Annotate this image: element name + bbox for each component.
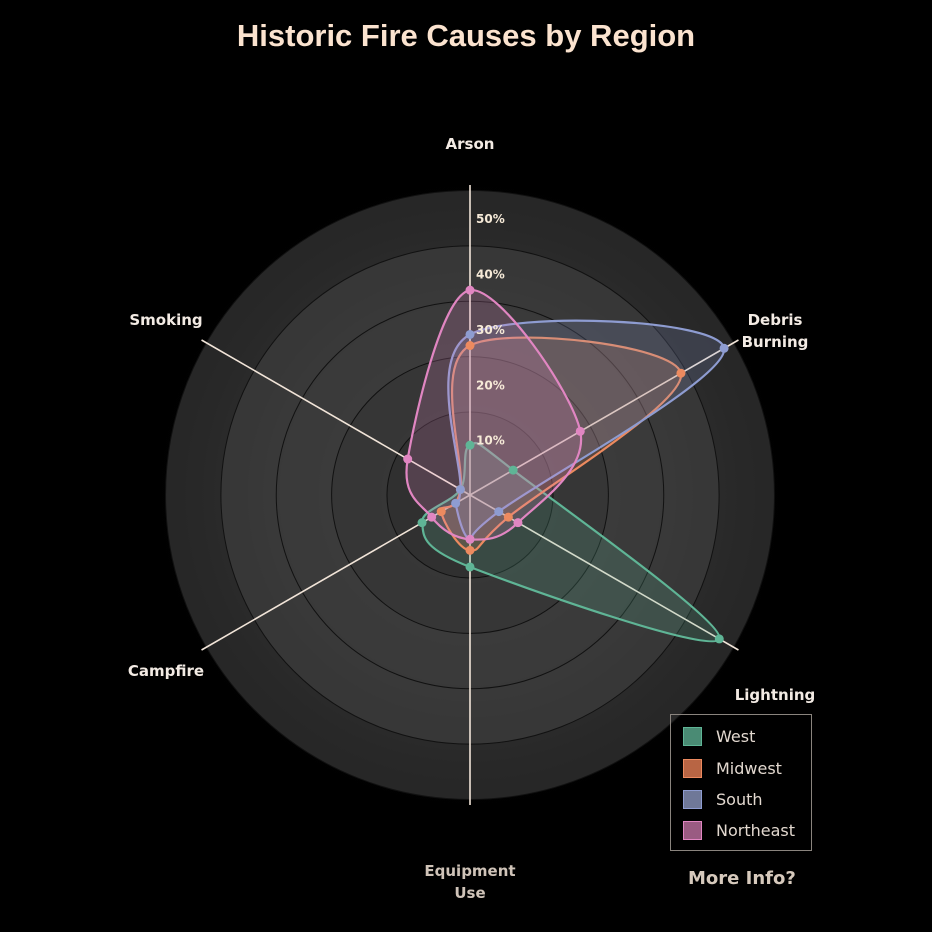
radial-tick-label: 20% (476, 378, 505, 392)
axis-label-smoking: Smoking (129, 311, 202, 329)
legend-item-south[interactable]: South (683, 788, 763, 810)
point-northeast-debris-burning[interactable] (575, 426, 585, 436)
radial-tick-label: 40% (476, 268, 505, 282)
point-west-campfire[interactable] (417, 518, 427, 528)
axis-line-smoking (201, 339, 471, 496)
chart-title: Historic Fire Causes by Region (236, 18, 696, 53)
legend-swatch-west (683, 726, 702, 746)
point-south-arson[interactable] (465, 329, 475, 339)
point-midwest-lightning[interactable] (503, 512, 513, 522)
legend-swatch-midwest (683, 758, 702, 778)
point-south-campfire[interactable] (451, 498, 461, 508)
radial-tick-label: 50% (476, 212, 505, 226)
point-midwest-arson[interactable] (465, 341, 475, 351)
legend-item-west[interactable]: West (683, 725, 755, 747)
legend-label-south: South (716, 789, 763, 809)
axis-label-debris-burning: Debris Burning (742, 311, 809, 351)
legend-item-midwest[interactable]: Midwest (683, 757, 782, 779)
point-west-lightning[interactable] (714, 634, 724, 644)
axis-label-campfire: Campfire (128, 662, 204, 680)
axis-label-lightning: Lightning (735, 686, 816, 704)
point-south-lightning[interactable] (494, 507, 504, 517)
legend-label-northeast: Northeast (716, 820, 796, 840)
radial-tick-label: 10% (476, 434, 505, 448)
point-midwest-equipment-use[interactable] (465, 545, 475, 555)
point-west-debris-burning[interactable] (508, 465, 518, 475)
point-midwest-campfire[interactable] (436, 507, 446, 517)
point-northeast-equipment-use[interactable] (465, 534, 475, 544)
series-area-west (421, 441, 721, 643)
point-south-smoking[interactable] (455, 484, 465, 494)
legend-label-midwest: Midwest (716, 758, 782, 778)
point-midwest-debris-burning[interactable] (676, 368, 686, 378)
point-west-equipment-use[interactable] (465, 562, 475, 572)
point-west-arson[interactable] (465, 440, 475, 450)
legend-label-west: West (716, 726, 756, 746)
legend: West Midwest South Northeast (670, 714, 812, 851)
legend-item-northeast[interactable]: Northeast (683, 819, 795, 841)
point-northeast-campfire[interactable] (427, 512, 437, 522)
axis-label-arson: Arson (446, 135, 495, 153)
radial-tick-label: 30% (476, 323, 505, 337)
axis-label-equipment-use: Equipment Use (424, 862, 515, 902)
legend-swatch-northeast (683, 820, 702, 840)
point-south-debris-burning[interactable] (719, 343, 729, 353)
point-northeast-lightning[interactable] (513, 518, 523, 528)
legend-swatch-south (683, 789, 702, 809)
more-info-link[interactable]: More Info? (688, 868, 796, 889)
point-northeast-smoking[interactable] (403, 454, 413, 464)
point-northeast-arson[interactable] (465, 285, 475, 295)
